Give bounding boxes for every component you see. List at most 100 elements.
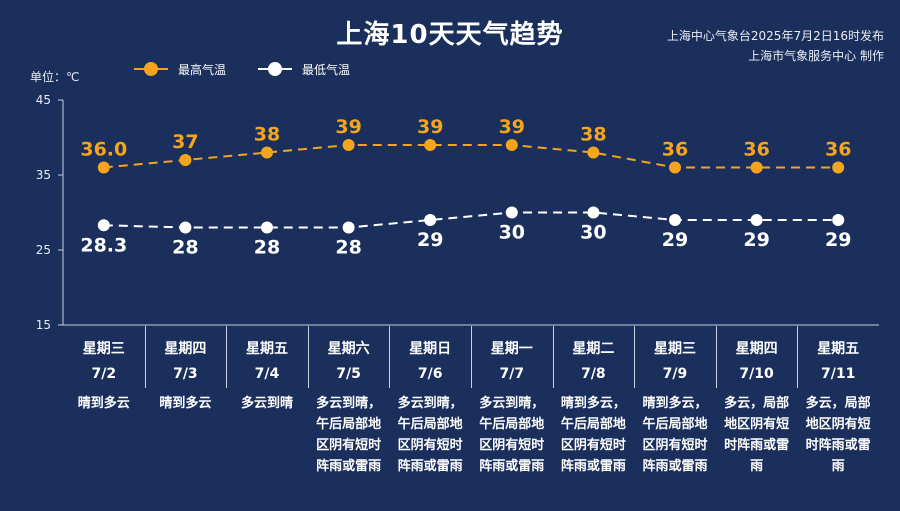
day-column: 星期日 7/6 多云到晴， 午后局部地 区阴有短时 阵雨或雷雨 (389, 326, 471, 477)
data-point-low (505, 206, 518, 219)
data-point-high (832, 161, 845, 174)
weather-description: 多云，局部地区阴有短时阵雨或雷雨 (716, 393, 798, 477)
weekday-label: 星期三 (82, 341, 125, 357)
data-label-low: 28 (335, 237, 361, 259)
data-point-low (424, 214, 437, 226)
weather-description: 晴到多云， 午后局部地区阴有短时阵雨或雷雨 (634, 393, 716, 477)
weather-line: 区阴有短时 (642, 438, 708, 453)
data-point-low (832, 214, 845, 226)
date-label: 7/10 (739, 366, 774, 382)
y-tick-label: 45 (36, 93, 51, 107)
data-point-high (179, 154, 192, 166)
weather-line: 阵雨或雷雨 (316, 459, 382, 474)
weather-line: 多云，局部 (805, 396, 871, 411)
weather-line: 区阴有短时 (560, 438, 626, 453)
data-label-high: 36 (662, 139, 688, 161)
weather-line: 多云到晴， (479, 396, 545, 411)
data-point-high (261, 146, 273, 159)
weather-line: 阵雨或雷雨 (397, 459, 463, 474)
data-label-low: 29 (825, 229, 851, 251)
data-point-high (669, 161, 681, 174)
weather-description: 多云到晴 (226, 393, 308, 414)
data-label-high: 37 (172, 131, 198, 153)
weather-line: 午后局部地 (479, 417, 545, 432)
page-title: 上海10天天气趋势 (336, 20, 564, 50)
weather-line: 阵雨或雷雨 (642, 459, 708, 474)
data-point-low (587, 206, 600, 219)
day-column: 星期一 7/7 多云到晴， 午后局部地 区阴有短时 阵雨或雷雨 (471, 326, 553, 477)
weekday-label: 星期二 (572, 341, 615, 357)
weather-description: 多云，局部 地区阴有短 时阵雨或雷雨 (797, 393, 879, 477)
column-divider (634, 326, 635, 388)
weekday-label: 星期四 (164, 341, 207, 357)
data-label-high: 38 (580, 124, 606, 146)
y-tick-label: 25 (36, 243, 51, 257)
column-divider (226, 326, 227, 388)
weather-line: 时阵雨或雷 (724, 438, 790, 453)
data-label-high: 39 (335, 116, 361, 138)
date-label: 7/8 (581, 366, 606, 382)
weather-description: 晴到多云 (63, 393, 145, 414)
weekday-label: 星期四 (735, 341, 778, 357)
data-point-high (97, 161, 110, 174)
weekday-label: 星期五 (817, 341, 860, 357)
weather-description: 晴到多云， 午后局部地 区阴有短时 阵雨或雷雨 (553, 393, 635, 477)
day-column: 星期二 7/8 晴到多云， 午后局部地 区阴有短时 阵雨或雷雨 (553, 326, 635, 477)
weather-line: 地区阴有短 (805, 417, 871, 432)
data-label-low: 29 (417, 229, 443, 251)
date-label: 7/9 (662, 366, 688, 382)
data-point-high (587, 146, 600, 159)
data-label-low: 28.3 (80, 234, 127, 256)
unit-label: 单位：℃ (30, 70, 80, 84)
weather-line: 区阴有短时 (316, 438, 382, 453)
weather-line: 多云到晴， (397, 396, 463, 411)
legend-marker-high (134, 62, 168, 76)
data-label-high: 36 (825, 139, 851, 161)
data-point-low (261, 221, 273, 234)
data-point-low (97, 219, 110, 232)
data-label-high: 39 (417, 116, 443, 138)
data-label-low: 30 (580, 222, 606, 244)
series-line-low (103, 211, 839, 229)
date-label: 7/5 (336, 366, 361, 382)
data-label-high: 36.0 (80, 139, 127, 161)
weather-line: 多云，局部 (724, 396, 790, 411)
weather-line: 雨 (750, 459, 764, 474)
date-label: 7/3 (173, 366, 198, 382)
day-column: 星期四 7/10 多云，局部地区阴有短时阵雨或雷雨 (716, 326, 798, 477)
weekday-label: 星期五 (245, 341, 288, 357)
weather-line: 区阴有短时 (397, 438, 463, 453)
legend-marker-low (258, 62, 293, 76)
weather-description: 多云到晴， 午后局部地 区阴有短时 阵雨或雷雨 (471, 393, 553, 477)
weather-line: 阵雨或雷雨 (560, 459, 626, 474)
data-label-high: 39 (499, 116, 525, 138)
weather-line: 晴到多云， (642, 396, 708, 411)
column-divider (471, 326, 472, 388)
date-label: 7/7 (499, 366, 525, 382)
weather-line: 晴到多云， (560, 396, 626, 411)
column-divider (797, 326, 798, 388)
weather-line: 多云到晴， (316, 396, 382, 411)
weather-line: 晴到多云 (77, 396, 130, 411)
weather-line: 地区阴有短 (724, 417, 790, 432)
weather-line: 午后局部地 (642, 417, 708, 432)
data-point-high (750, 161, 763, 174)
publisher-info: 上海中心气象台2025年7月2日16时发布 上海市气象服务中心 制作 (667, 26, 884, 66)
weekday-label: 星期三 (653, 341, 696, 357)
day-column: 星期六 7/5 多云到晴， 午后局部地 区阴有短时 阵雨或雷雨 (308, 326, 390, 477)
column-divider (389, 326, 390, 388)
data-label-high: 36 (743, 139, 769, 161)
data-point-high (424, 139, 437, 151)
day-column: 星期三 7/2 晴到多云 (63, 326, 145, 414)
weather-line: 多云到晴 (240, 396, 293, 411)
column-divider (145, 326, 146, 388)
weather-line: 时阵雨或雷 (805, 438, 871, 453)
date-label: 7/4 (254, 366, 280, 382)
publisher-line-1: 上海中心气象台2025年7月2日16时发布 (666, 29, 884, 43)
weekday-label: 星期六 (327, 341, 370, 357)
day-column: 星期五 7/11 多云，局部 地区阴有短 时阵雨或雷雨 (797, 326, 879, 477)
column-divider (553, 326, 554, 388)
weather-description: 多云到晴， 午后局部地 区阴有短时 阵雨或雷雨 (308, 393, 390, 477)
data-point-low (750, 214, 763, 226)
